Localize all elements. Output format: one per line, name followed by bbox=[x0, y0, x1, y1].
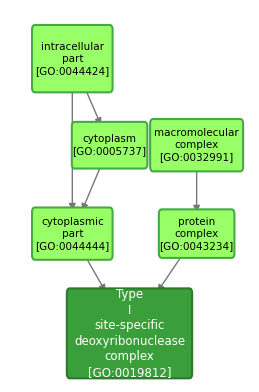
FancyBboxPatch shape bbox=[32, 207, 113, 260]
FancyBboxPatch shape bbox=[159, 209, 234, 258]
Text: cytoplasm
[GO:0005737]: cytoplasm [GO:0005737] bbox=[73, 134, 147, 156]
Text: intracellular
part
[GO:0044424]: intracellular part [GO:0044424] bbox=[35, 42, 110, 76]
FancyBboxPatch shape bbox=[150, 119, 243, 171]
FancyBboxPatch shape bbox=[67, 289, 192, 378]
Text: Type
I
site-specific
deoxyribonuclease
complex
[GO:0019812]: Type I site-specific deoxyribonuclease c… bbox=[74, 288, 185, 379]
Text: macromolecular
complex
[GO:0032991]: macromolecular complex [GO:0032991] bbox=[154, 128, 239, 162]
Text: protein
complex
[GO:0043234]: protein complex [GO:0043234] bbox=[160, 217, 234, 250]
Text: cytoplasmic
part
[GO:0044444]: cytoplasmic part [GO:0044444] bbox=[35, 217, 110, 250]
FancyBboxPatch shape bbox=[32, 25, 113, 93]
FancyBboxPatch shape bbox=[72, 122, 147, 169]
